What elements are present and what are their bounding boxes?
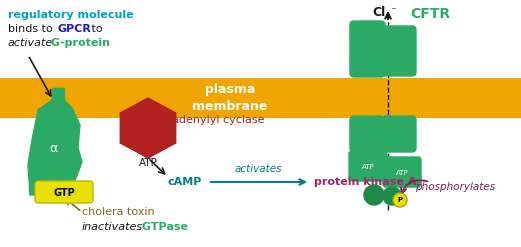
Text: G-protein: G-protein [47,38,110,48]
Text: binds to: binds to [8,24,56,34]
FancyBboxPatch shape [350,116,384,152]
Text: adenylyl cyclase: adenylyl cyclase [172,115,265,125]
Text: Cl: Cl [373,6,386,20]
FancyBboxPatch shape [383,157,421,187]
FancyBboxPatch shape [350,21,385,77]
Text: P: P [398,197,403,203]
Text: cAMP: cAMP [168,177,202,187]
Polygon shape [120,98,176,158]
Circle shape [393,193,407,207]
Text: ATP: ATP [139,158,157,168]
Text: GPCR: GPCR [57,24,91,34]
Text: GTP: GTP [53,188,75,198]
Circle shape [364,185,384,205]
Text: regulatory molecule: regulatory molecule [8,10,133,20]
FancyBboxPatch shape [35,181,93,203]
Text: plasma
membrane: plasma membrane [192,83,268,113]
Text: inactivates: inactivates [82,222,143,232]
Polygon shape [28,100,82,195]
Polygon shape [52,88,64,100]
Text: CFTR: CFTR [410,7,450,21]
FancyBboxPatch shape [382,116,416,152]
Text: cholera toxin: cholera toxin [82,207,155,217]
Text: ATP: ATP [395,170,408,176]
Text: GTPase: GTPase [138,222,188,232]
Text: protein kinase A: protein kinase A [314,177,416,187]
FancyBboxPatch shape [382,26,416,76]
Text: to: to [88,24,103,34]
Text: α: α [49,142,57,155]
Text: ATP: ATP [362,164,374,170]
FancyBboxPatch shape [349,151,387,181]
Bar [0,78,521,118]
Text: phosphorylates: phosphorylates [415,182,495,192]
Text: activates: activates [234,164,282,174]
Text: activate: activate [8,38,53,48]
Circle shape [383,187,401,205]
Text: ⁻: ⁻ [390,6,396,16]
